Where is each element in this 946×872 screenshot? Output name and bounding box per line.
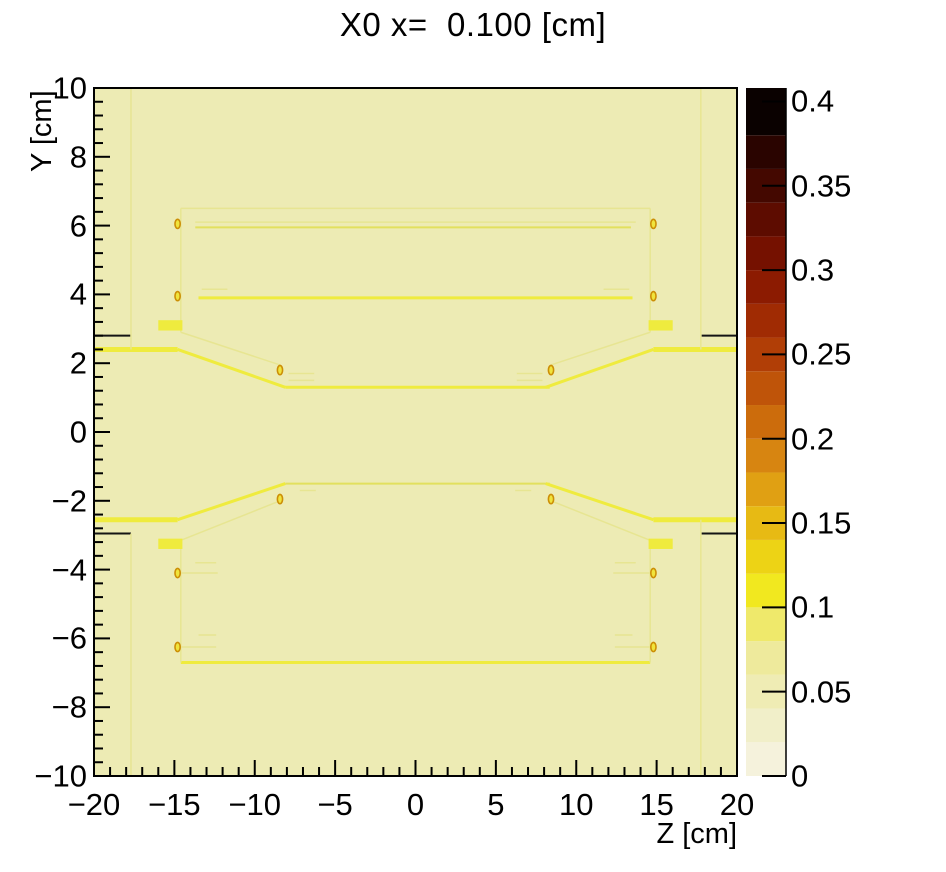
geometry-slant-line — [180, 500, 281, 542]
y-tick-label: 4 — [69, 276, 87, 312]
y-tick-label: −4 — [51, 552, 87, 588]
x-tick-label: 0 — [406, 787, 425, 822]
colorbar-band — [746, 708, 786, 743]
marker-ellipse — [547, 493, 555, 505]
colorbar-band — [746, 573, 786, 608]
colorbar-tick-label: 0 — [791, 758, 809, 794]
marker-ellipse — [174, 218, 181, 230]
marker-ellipse — [276, 364, 284, 376]
geometry-bar — [648, 538, 673, 549]
marker-ellipse — [547, 364, 555, 376]
marker-ellipse — [650, 641, 657, 653]
x-tick-label: 10 — [559, 787, 594, 822]
x-tick-label: −5 — [317, 787, 353, 822]
y-tick-label: 0 — [69, 414, 87, 450]
x-tick-label: −10 — [228, 787, 282, 822]
colorbar-band — [746, 236, 786, 271]
colorbar-band — [746, 202, 786, 237]
colorbar-tick-label: 0.3 — [791, 252, 835, 288]
x-tick-label: −20 — [67, 787, 121, 822]
geometry-slant-line — [545, 348, 654, 389]
colorbar-tick-label: 0.1 — [791, 589, 835, 625]
geometry-slant-line — [545, 482, 654, 522]
colorbar-band — [746, 472, 786, 507]
colorbar-band — [746, 607, 786, 642]
marker-ellipse — [650, 290, 657, 302]
geometry-slant-line — [550, 500, 651, 542]
colorbar-tick-label: 0.35 — [791, 168, 852, 204]
colorbar-band — [746, 371, 786, 406]
marker-ellipse — [174, 567, 181, 579]
y-tick-label: −6 — [51, 620, 87, 656]
colorbar-tick-label: 0.05 — [791, 674, 852, 710]
y-tick-label: 2 — [69, 345, 87, 381]
colorbar-band — [746, 641, 786, 675]
y-tick-label: −8 — [51, 689, 87, 725]
colorbar-band — [746, 438, 786, 473]
colorbar-band — [746, 405, 786, 439]
y-tick-label: 8 — [69, 139, 87, 175]
colorbar-band — [746, 88, 786, 136]
colorbar-tick-label: 0.25 — [791, 336, 852, 372]
marker-ellipse — [174, 641, 181, 653]
colorbar-band — [746, 135, 786, 169]
colorbar-tick-label: 0.15 — [791, 505, 852, 541]
y-tick-label: −2 — [51, 483, 87, 519]
colorbar-band — [746, 303, 786, 338]
geometry-slant-line — [177, 348, 286, 389]
marker-ellipse — [650, 567, 657, 579]
colorbar-tick-label: 0.2 — [791, 421, 835, 457]
colorbar-band — [746, 742, 786, 776]
plot-title: X0 x= 0.100 [cm] — [339, 6, 607, 43]
geometry-slant-line — [550, 331, 651, 366]
marker-ellipse — [174, 290, 181, 302]
geometry-bar — [158, 320, 183, 331]
x-tick-label: 5 — [487, 787, 505, 822]
marker-ellipse — [650, 218, 657, 230]
y-tick-label: −10 — [34, 758, 87, 794]
geometry-slant-line — [180, 331, 281, 366]
x-tick-label: −15 — [148, 787, 201, 822]
geometry-bar — [648, 320, 673, 331]
geometry-slant-line — [177, 482, 286, 522]
geometry-layer — [94, 88, 737, 776]
plot-frame — [93, 87, 738, 777]
marker-ellipse — [276, 493, 284, 505]
colorbar-band — [746, 539, 786, 574]
geometry-bar — [158, 538, 183, 549]
plot-background — [94, 88, 737, 776]
x-tick-label: 15 — [639, 787, 674, 822]
x-tick-label: 20 — [719, 787, 755, 822]
colorbar-tick-label: 0.4 — [791, 83, 835, 119]
y-tick-label: 10 — [52, 70, 87, 106]
y-tick-label: 6 — [69, 208, 87, 244]
colorbar-band — [746, 270, 786, 304]
x-axis-title: Z [cm] — [656, 818, 737, 850]
